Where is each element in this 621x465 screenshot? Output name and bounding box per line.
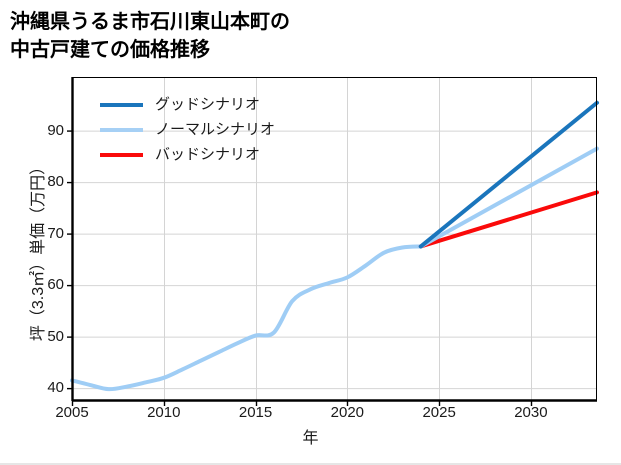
legend-swatch-good (100, 102, 143, 107)
legend-label: ノーマルシナリオ (155, 121, 276, 138)
axis-lines (67, 77, 597, 406)
y-tick-label: 90 (47, 121, 64, 139)
page-title: 沖縄県うるま市石川東山本町の 中古戸建ての価格推移 (10, 11, 290, 62)
legend-label: グッドシナリオ (155, 96, 261, 113)
legend-swatch-normal (100, 127, 143, 132)
y-tick-label: 40 (47, 379, 64, 397)
legend-swatch-bad (100, 152, 143, 157)
legend-label: バッドシナリオ (155, 146, 261, 163)
x-tick-label: 2025 (422, 404, 456, 421)
x-tick-label: 2020 (330, 404, 365, 421)
y-axis-label: 坪（3.3㎡）単価（万円） (30, 158, 47, 342)
series-line-good (418, 100, 599, 249)
x-tick-label: 2005 (55, 404, 89, 421)
series-lines (70, 100, 599, 392)
x-axis-label: 年 (302, 430, 319, 447)
series-line-bad (418, 190, 599, 249)
x-tick-label: 2010 (147, 404, 181, 421)
x-tick-label: 2030 (514, 404, 548, 421)
y-tick-label: 50 (47, 327, 64, 345)
legend-item[interactable]: ノーマルシナリオ (100, 117, 275, 142)
series-line-historical (70, 244, 423, 392)
y-tick-label: 70 (47, 224, 64, 242)
x-tick-label: 2015 (238, 404, 273, 421)
series-line-normal (418, 146, 599, 249)
y-tick-label: 80 (47, 173, 64, 191)
chart-legend: グッドシナリオ ノーマルシナリオ バッドシナリオ (100, 92, 275, 167)
legend-item[interactable]: バッドシナリオ (100, 142, 275, 167)
bottom-divider (0, 463, 621, 465)
y-tick-label: 60 (47, 276, 64, 294)
legend-item[interactable]: グッドシナリオ (100, 92, 275, 117)
